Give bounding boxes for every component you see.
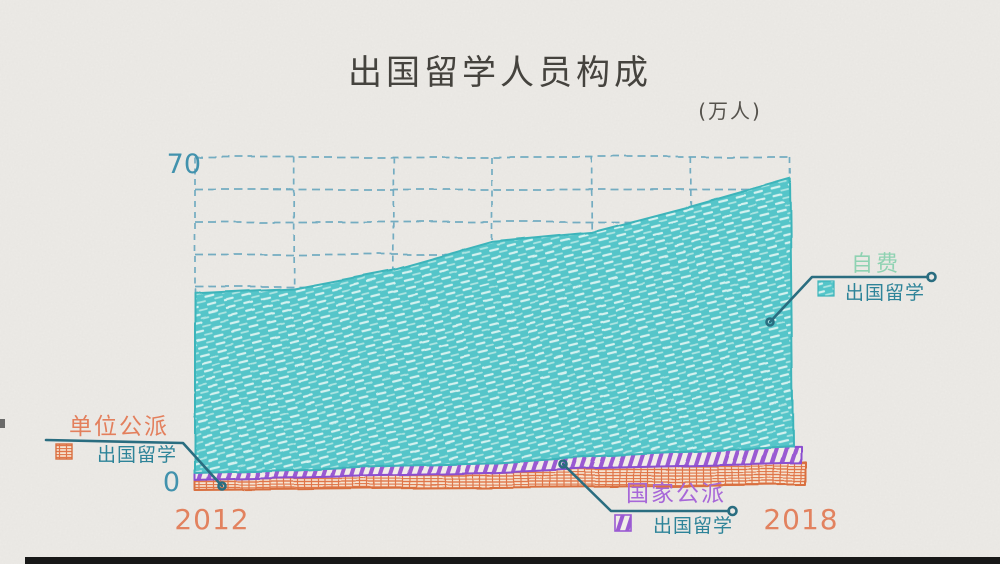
callout-anchor-dot [217,481,227,491]
callout-self-funded: 自费 出国留学 [765,252,937,327]
teal-hatch-swatch-icon [817,280,835,297]
y-axis-zero-label: 0 [163,467,180,498]
y-axis-max-label: 70 [167,149,201,180]
callout-anchor-dot [558,459,568,469]
bottom-dark-bar [25,557,1000,564]
callout-line [561,462,731,513]
x-axis-start-label: 2012 [174,503,249,536]
purple-hatch-swatch-icon [614,514,632,532]
callout-line [768,275,930,324]
legend-employer-line1: 单位公派 [69,414,169,440]
left-edge-mark [0,419,5,428]
orange-crosshatch-swatch-icon [55,443,73,460]
callout-end-ring [727,505,738,517]
legend-self-funded-line1: 自费 [851,252,901,277]
legend-self-funded-line2: 出国留学 [845,282,925,304]
callout-end-ring [926,271,937,283]
callout-employer-sent: 单位公派 出国留学 [44,414,227,491]
legend-state-line2: 出国留学 [653,515,733,537]
x-axis-end-label: 2018 [763,503,838,536]
legend-employer-line2: 出国留学 [97,444,177,466]
callout-state-sent: 国家公派 出国留学 [558,459,738,537]
stacked-areas [194,177,807,491]
callout-line [44,438,224,488]
area-self-funded [194,177,794,474]
chart-title: 出国留学人员构成 [348,53,652,93]
unit-label: (万人) [698,99,762,123]
callout-anchor-dot [765,317,775,327]
legend-state-line1: 国家公派 [626,481,726,507]
